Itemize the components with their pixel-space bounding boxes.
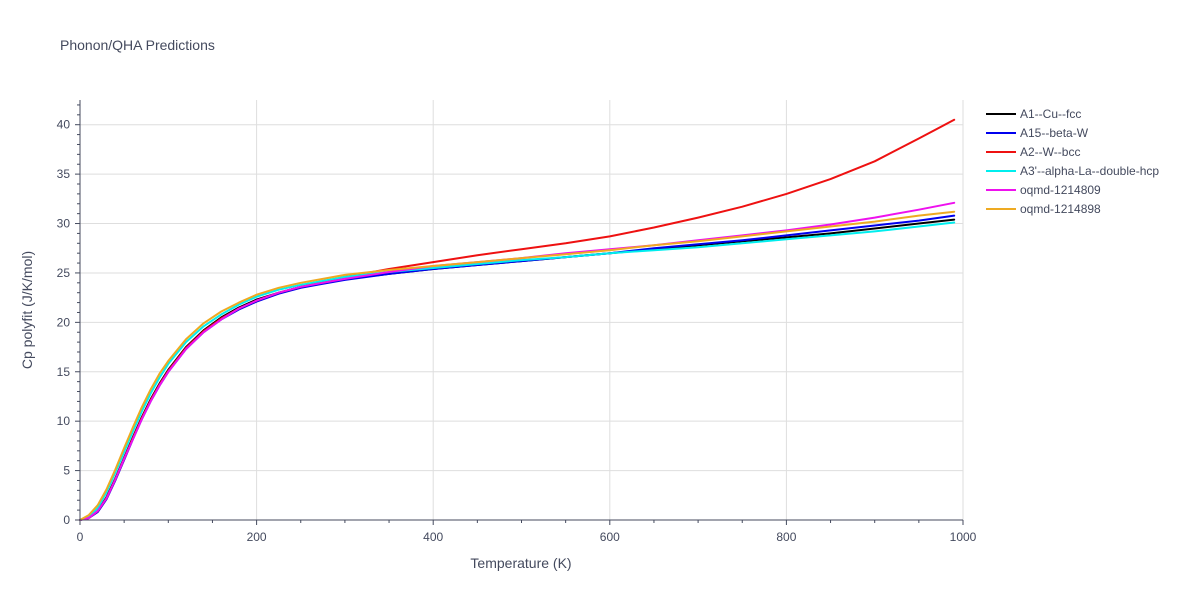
- legend-label: A15--beta-W: [1020, 126, 1089, 140]
- legend-label: A1--Cu--fcc: [1020, 107, 1081, 121]
- chart-title: Phonon/QHA Predictions: [60, 37, 215, 53]
- series-line-a3-alpha-la-double-hcp[interactable]: [79, 221, 956, 521]
- legend-item[interactable]: A3'--alpha-La--double-hcp: [986, 164, 1159, 178]
- x-tick-label: 400: [423, 530, 443, 544]
- legend[interactable]: A1--Cu--fcc A15--beta-W A2--W--bcc A3'--alp…: [986, 107, 1159, 216]
- x-tick-label: 1000: [950, 530, 977, 544]
- x-tick-label: 0: [77, 530, 84, 544]
- series-line-oqmd-1214898[interactable]: [79, 210, 956, 521]
- series-line-a2-w-bcc[interactable]: [79, 118, 956, 521]
- y-tick-label: 25: [57, 266, 71, 280]
- y-tick-label: 10: [57, 414, 71, 428]
- tick-labels: 0 200 400 600 800 1000 0 5 10 15 20 25 30 35 40: [57, 118, 977, 544]
- legend-item[interactable]: A1--Cu--fcc: [986, 107, 1081, 121]
- x-tick-label: 800: [776, 530, 796, 544]
- legend-item[interactable]: A2--W--bcc: [986, 145, 1080, 159]
- y-tick-label: 40: [57, 118, 71, 132]
- legend-label: A2--W--bcc: [1020, 145, 1080, 159]
- y-tick-label: 15: [57, 365, 71, 379]
- x-axis-title: Temperature (K): [470, 555, 571, 571]
- x-tick-label: 200: [247, 530, 267, 544]
- x-tick-label: 600: [600, 530, 620, 544]
- y-tick-label: 20: [57, 315, 71, 329]
- plot-area[interactable]: [79, 118, 956, 521]
- legend-item[interactable]: oqmd-1214898: [986, 202, 1101, 216]
- y-tick-label: 35: [57, 167, 71, 181]
- legend-label: oqmd-1214809: [1020, 183, 1101, 197]
- y-axis-title: Cp polyfit (J/K/mol): [19, 251, 35, 369]
- axes: [75, 100, 964, 525]
- legend-item[interactable]: oqmd-1214809: [986, 183, 1101, 197]
- y-tick-label: 0: [63, 513, 70, 527]
- legend-item[interactable]: A15--beta-W: [986, 126, 1089, 140]
- y-tick-label: 5: [63, 464, 70, 478]
- grid-lines: [80, 100, 964, 520]
- legend-label: A3'--alpha-La--double-hcp: [1020, 164, 1159, 178]
- legend-label: oqmd-1214898: [1020, 202, 1101, 216]
- y-tick-label: 30: [57, 217, 71, 231]
- series-line-a1-cu-fcc[interactable]: [79, 218, 956, 521]
